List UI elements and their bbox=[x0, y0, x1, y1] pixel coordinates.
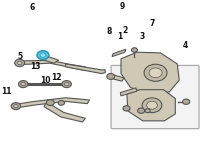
Text: 7: 7 bbox=[150, 19, 155, 28]
Text: 1: 1 bbox=[117, 31, 123, 41]
Text: 5: 5 bbox=[18, 52, 23, 61]
Circle shape bbox=[145, 109, 150, 113]
Circle shape bbox=[46, 100, 54, 106]
Text: 12: 12 bbox=[51, 73, 61, 82]
Circle shape bbox=[64, 82, 69, 86]
Circle shape bbox=[21, 82, 25, 86]
Text: 11: 11 bbox=[1, 87, 11, 96]
Circle shape bbox=[37, 51, 49, 60]
Polygon shape bbox=[120, 88, 137, 96]
Circle shape bbox=[18, 81, 28, 88]
Polygon shape bbox=[42, 55, 59, 63]
Text: 6: 6 bbox=[29, 3, 35, 12]
Polygon shape bbox=[15, 98, 89, 108]
Circle shape bbox=[144, 64, 167, 81]
Circle shape bbox=[14, 105, 18, 108]
Circle shape bbox=[15, 59, 25, 67]
Text: 10: 10 bbox=[40, 76, 51, 85]
Circle shape bbox=[138, 108, 145, 113]
Text: 4: 4 bbox=[183, 41, 188, 50]
Polygon shape bbox=[121, 52, 179, 95]
FancyBboxPatch shape bbox=[111, 65, 199, 129]
Circle shape bbox=[131, 48, 137, 52]
Circle shape bbox=[40, 53, 46, 57]
Circle shape bbox=[17, 61, 22, 65]
Circle shape bbox=[62, 81, 71, 88]
Text: 2: 2 bbox=[122, 26, 128, 35]
Text: 13: 13 bbox=[30, 62, 41, 71]
Polygon shape bbox=[112, 49, 126, 57]
Polygon shape bbox=[127, 90, 175, 121]
Circle shape bbox=[123, 106, 130, 111]
Circle shape bbox=[107, 74, 115, 79]
Circle shape bbox=[58, 101, 64, 105]
Circle shape bbox=[149, 68, 162, 78]
Polygon shape bbox=[66, 64, 105, 74]
Polygon shape bbox=[18, 60, 85, 71]
Circle shape bbox=[11, 103, 21, 110]
Circle shape bbox=[147, 101, 157, 109]
Text: 8: 8 bbox=[106, 27, 112, 36]
Circle shape bbox=[183, 99, 190, 104]
Polygon shape bbox=[110, 75, 124, 81]
Circle shape bbox=[142, 98, 162, 113]
Polygon shape bbox=[44, 102, 85, 122]
Text: 9: 9 bbox=[120, 2, 125, 11]
Text: 3: 3 bbox=[139, 32, 144, 41]
